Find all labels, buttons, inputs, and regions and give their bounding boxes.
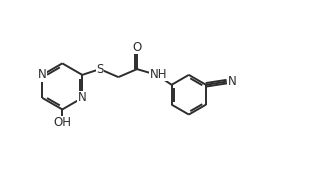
Text: N: N — [227, 75, 236, 88]
Text: O: O — [132, 41, 141, 54]
Text: N: N — [78, 91, 87, 104]
Text: S: S — [96, 63, 104, 76]
Text: OH: OH — [53, 116, 71, 129]
Text: NH: NH — [150, 68, 167, 81]
Text: N: N — [38, 68, 47, 81]
